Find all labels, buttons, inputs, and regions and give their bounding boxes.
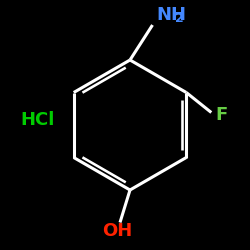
Text: 2: 2 bbox=[174, 12, 183, 25]
Text: NH: NH bbox=[156, 6, 186, 24]
Text: HCl: HCl bbox=[20, 111, 54, 129]
Text: OH: OH bbox=[102, 222, 132, 240]
Text: F: F bbox=[215, 106, 227, 124]
